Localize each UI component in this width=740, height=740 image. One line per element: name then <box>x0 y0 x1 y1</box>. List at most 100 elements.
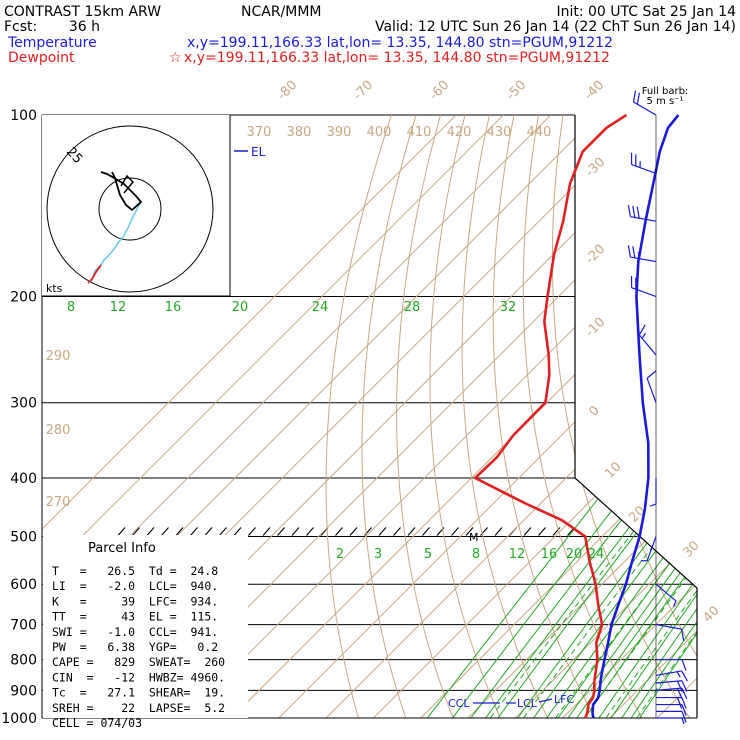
ccl-marker-label: CCL <box>448 697 470 710</box>
hatch-mark <box>465 527 474 536</box>
wind-barb-flag <box>627 205 631 217</box>
mixing-ratio-line <box>630 115 697 718</box>
center-name: NCAR/MMM <box>241 4 322 20</box>
hatch-mark <box>132 527 140 536</box>
dry-adiabat <box>396 115 454 718</box>
temperature-profile <box>591 114 680 719</box>
forecast-hours: 36 h <box>69 19 100 35</box>
isotherm-label: -30 <box>583 155 609 181</box>
isotherm-label: 10 <box>602 459 624 481</box>
mixing-ratio-line-dashed <box>605 115 697 718</box>
hatch-mark <box>291 527 300 536</box>
theta-label: 390 <box>327 125 352 140</box>
isotherm-label: 0 <box>586 403 602 419</box>
pressure-label: 500 <box>10 529 37 545</box>
isotherm-line <box>420 115 697 718</box>
isotherm-label: -70 <box>351 78 377 104</box>
hatch-mark <box>117 527 126 536</box>
hatch-mark <box>146 527 155 536</box>
isotherm-line <box>467 115 697 718</box>
wind-barb-flag <box>627 245 631 258</box>
mixing-ratio-label: 16 <box>165 300 182 315</box>
dewpoint-profile <box>473 113 628 719</box>
plot-right-border <box>574 115 698 718</box>
mixing-ratio-label: 3 <box>374 547 382 562</box>
hatch-mark <box>538 527 546 536</box>
dry-adiabat <box>551 115 691 718</box>
wind-barb-flag <box>681 704 687 716</box>
pressure-label: 900 <box>10 683 37 699</box>
isotherm-label: -10 <box>583 315 609 341</box>
lfc-marker-line <box>538 698 553 703</box>
mixing-ratio-line <box>598 115 697 718</box>
wind-barb <box>655 583 677 608</box>
mixing-ratio-line <box>452 115 697 718</box>
wind-barb-flag <box>632 90 637 103</box>
mixing-ratio-label: 24 <box>312 300 329 315</box>
parcel-info-row: CAPE = 829 SWEAT= 260 <box>52 655 225 669</box>
hodograph-trace-upper <box>100 171 143 212</box>
hatch-mark <box>451 527 459 536</box>
hatch-mark <box>494 527 503 536</box>
lfc-marker-label: LFC <box>554 693 574 706</box>
pressure-label: 1000 <box>1 711 37 727</box>
hodograph-storm-motion <box>120 174 135 194</box>
hodograph-trace-surface <box>87 264 102 284</box>
theta-labels: 370 380 390 400 410 420 430 440 290 280 270 <box>46 125 552 510</box>
dewpoint-legend: Dewpoint <box>8 50 75 66</box>
hodograph-ring-outer <box>46 125 214 293</box>
wind-barb-flag <box>676 688 683 700</box>
hatch-mark <box>262 527 271 536</box>
mixing-ratio-line-dashed <box>636 115 697 718</box>
hatch-mark <box>422 527 430 536</box>
lcl-marker-label: LCL <box>517 697 538 710</box>
hatch-mark <box>204 527 213 536</box>
wind-barb <box>638 324 657 356</box>
isotherm-label: -60 <box>427 78 453 104</box>
dewpoint-marker-icon: ☆ <box>169 50 182 66</box>
isotherm-label: -40 <box>582 78 608 104</box>
hatch-mark <box>233 527 242 536</box>
wind-barb-flag <box>632 205 636 218</box>
parcel-info-row: SWI = -1.0 CCL= 941. <box>52 625 218 639</box>
hatch-mark <box>378 527 387 536</box>
theta-label: 270 <box>46 495 71 510</box>
pressure-label: 200 <box>10 290 37 306</box>
parcel-info-row: Tc = 27.1 SHEAR= 19. <box>52 686 225 700</box>
wind-barb-flag <box>638 324 646 336</box>
isotherm-labels: -80 -70 -60 -50 -40 -30 -20 -10 0 10 20 30 40 <box>275 78 723 626</box>
pressure-label: 100 <box>10 108 37 124</box>
wind-barb-flag <box>636 206 640 219</box>
mixing-ratio-line <box>610 115 697 718</box>
parcel-info-row: SREH = 22 LAPSE= 5.2 <box>52 701 225 715</box>
pressure-label: 400 <box>10 471 37 487</box>
init-time: Init: 00 UTC Sat 25 Jan 14 <box>556 4 736 20</box>
dry-adiabat <box>492 115 596 718</box>
parcel-info-row: CIN = -12 HWBZ= 4960. <box>52 670 225 684</box>
wind-barb-flag <box>681 697 687 709</box>
valid-time: Valid: 12 UTC Sun 26 Jan 14 (22 ChT Sun … <box>375 19 736 35</box>
dry-adiabat <box>710 115 740 718</box>
wind-barb <box>655 687 688 700</box>
wind-barb <box>656 696 687 709</box>
parcel-info-background <box>43 535 248 718</box>
wind-barb <box>655 680 688 693</box>
hatch-mark <box>393 527 401 536</box>
mixing-ratio-labels: 8 12 16 20 24 28 32 2 3 5 8 12 16 20 24 <box>67 300 604 562</box>
dry-adiabat <box>735 115 740 718</box>
wind-barb-flag <box>676 697 683 709</box>
theta-label: 370 <box>247 125 272 140</box>
parcel-info-title: Parcel Info <box>88 541 156 556</box>
parcel-info-row: LI = -2.0 LCL= 940. <box>52 579 218 593</box>
hatch-mark <box>480 527 488 536</box>
wind-barb-half-flag <box>641 332 647 339</box>
theta-label: 440 <box>527 125 552 140</box>
mixing-ratio-label: 12 <box>509 547 526 562</box>
isotherm-line <box>183 115 697 718</box>
isotherm-line <box>705 115 740 718</box>
pressure-label: 300 <box>10 396 37 412</box>
mixing-ratio-line <box>485 115 697 718</box>
dry-adiabat <box>685 115 697 718</box>
model-title: CONTRAST 15km ARW <box>4 4 161 20</box>
